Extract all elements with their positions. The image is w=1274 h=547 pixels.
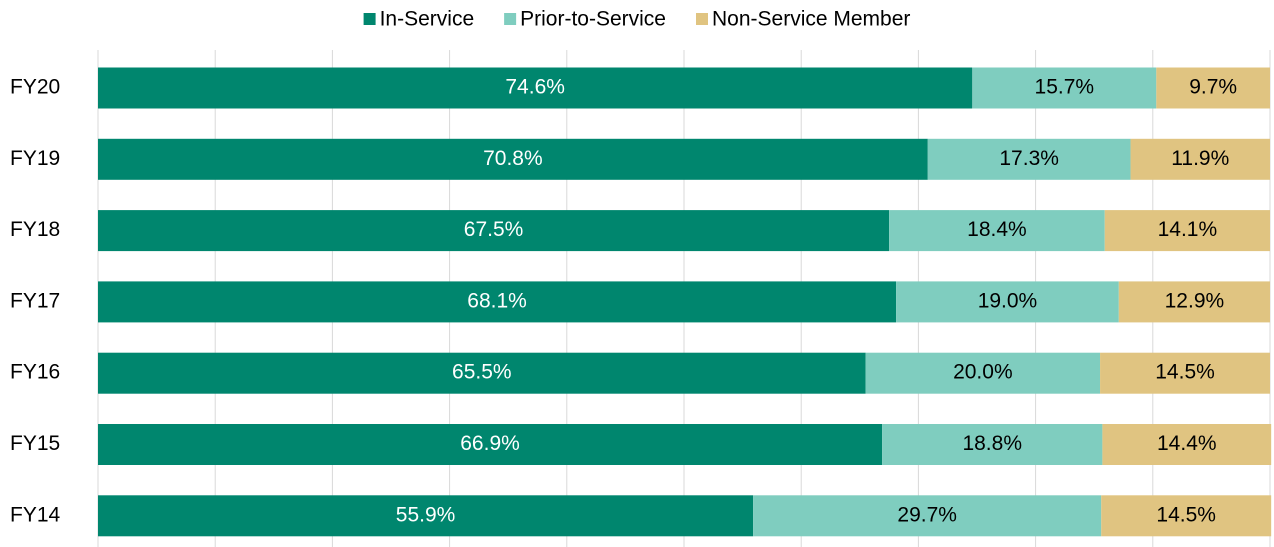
y-tick-label: FY20 — [10, 76, 60, 99]
legend-label: In-Service — [380, 8, 475, 31]
y-tick-label: FY16 — [10, 361, 60, 384]
y-tick-label: FY15 — [10, 432, 60, 455]
legend-swatch — [363, 13, 376, 25]
data-label: 55.9% — [396, 503, 456, 526]
bar-segment — [1101, 495, 1272, 537]
bar-segment — [1102, 424, 1272, 465]
y-tick-label: FY18 — [10, 218, 60, 241]
data-label: 19.0% — [978, 289, 1038, 312]
bar-segment — [98, 352, 866, 394]
bar-segment — [98, 138, 928, 180]
legend-label: Prior-to-Service — [520, 8, 666, 31]
legend-swatch — [696, 13, 708, 25]
bar-segment — [753, 495, 1102, 537]
data-label: 68.1% — [467, 289, 527, 312]
data-label: 14.5% — [1156, 503, 1216, 526]
data-label: 11.9% — [1171, 147, 1229, 170]
data-label: 66.9% — [460, 432, 520, 455]
bar-segment — [98, 424, 883, 465]
bar-segment — [1118, 281, 1270, 323]
bar-segment — [98, 495, 754, 537]
bar-segment — [1104, 210, 1270, 252]
data-label: 9.7% — [1189, 76, 1237, 99]
bar-segment — [882, 424, 1103, 465]
bar-segment — [972, 67, 1157, 109]
bar-segment — [927, 138, 1131, 180]
data-label: 29.7% — [897, 503, 957, 526]
data-label: 15.7% — [1035, 76, 1095, 99]
data-label: 70.8% — [483, 147, 543, 170]
y-tick-label: FY14 — [10, 503, 61, 526]
data-label: 20.0% — [953, 361, 1013, 384]
bar-segment — [1156, 67, 1270, 109]
legend-swatch — [504, 13, 517, 25]
data-label: 17.3% — [999, 147, 1059, 170]
bar-segment — [889, 210, 1105, 252]
data-label: 65.5% — [452, 361, 512, 384]
data-label: 14.1% — [1158, 218, 1218, 241]
y-tick-label: FY19 — [10, 147, 60, 170]
data-label: 67.5% — [464, 218, 524, 241]
legend-label: Non-Service Member — [712, 8, 910, 31]
bar-segment — [1100, 352, 1270, 394]
bar-segment — [98, 67, 973, 109]
data-label: 12.9% — [1165, 289, 1225, 312]
y-tick-label: FY17 — [10, 289, 60, 312]
bar-segment — [865, 352, 1101, 394]
bar-segment — [98, 210, 890, 252]
data-label: 14.4% — [1157, 432, 1217, 455]
data-label: 14.5% — [1155, 361, 1215, 384]
data-label: 18.8% — [962, 432, 1022, 455]
data-label: 74.6% — [505, 76, 565, 99]
bar-segment — [1130, 138, 1270, 180]
bar-segment — [98, 281, 897, 323]
data-label: 18.4% — [967, 218, 1027, 241]
bar-segment — [896, 281, 1119, 323]
